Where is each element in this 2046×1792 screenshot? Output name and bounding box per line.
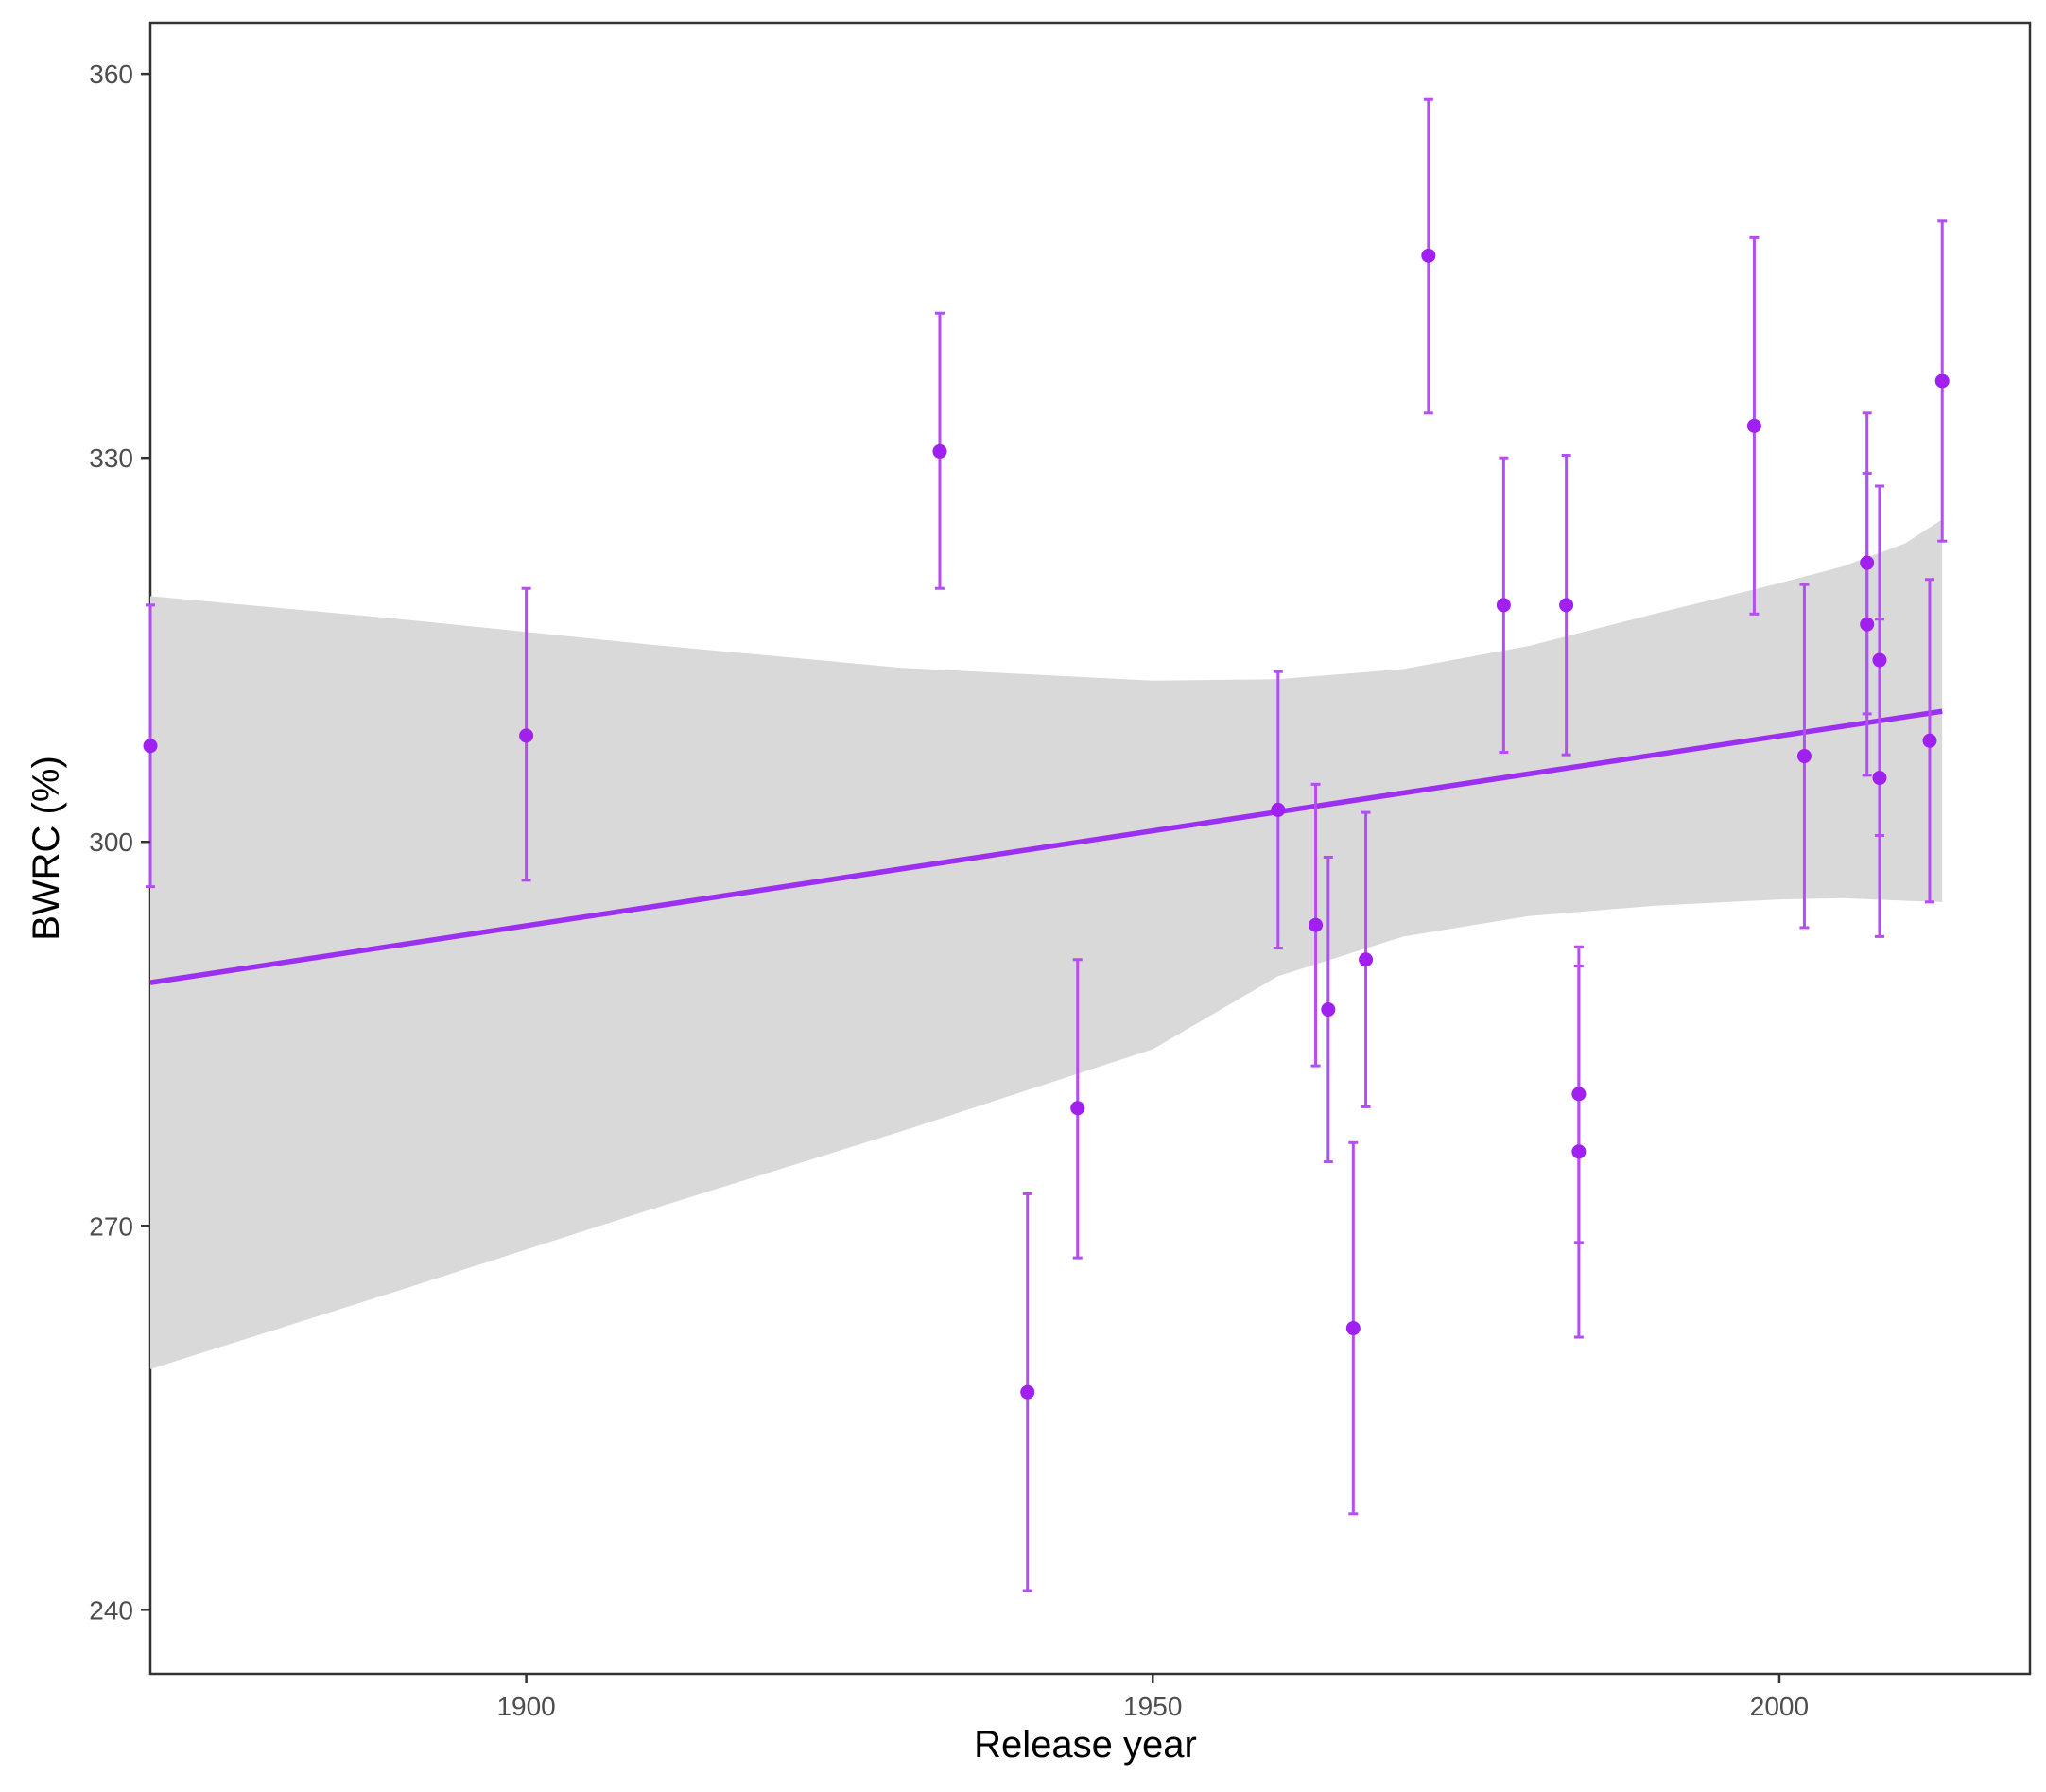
x-axis-title: Release year (974, 1724, 1197, 1766)
point-layer (143, 248, 1950, 1400)
y-tick-label: 240 (89, 1595, 133, 1625)
regression-line (149, 708, 1943, 985)
y-tick-label: 360 (89, 60, 133, 89)
y-tick-label: 300 (89, 827, 133, 857)
confidence-band-layer (150, 519, 1943, 1369)
x-axis: 1900 1950 2000 (496, 1674, 1809, 1721)
data-point-10 (1421, 248, 1436, 263)
data-point-6 (1309, 917, 1324, 932)
data-point-13 (1571, 1087, 1587, 1102)
y-tick-label: 330 (89, 444, 133, 473)
data-point-20 (1872, 771, 1887, 786)
data-point-14 (1571, 1144, 1587, 1159)
data-point-18 (1860, 617, 1875, 632)
fit-line-layer (149, 708, 1943, 985)
data-point-16 (1796, 749, 1812, 764)
data-point-3 (1020, 1384, 1035, 1400)
y-tick-label: 270 (89, 1211, 133, 1241)
x-tick-label: 2000 (1750, 1692, 1809, 1721)
y-axis: 240 270 300 330 360 (89, 60, 150, 1625)
data-point-22 (1934, 374, 1950, 389)
data-point-5 (1271, 802, 1286, 817)
data-point-17 (1860, 555, 1875, 570)
confidence-band (150, 519, 1943, 1369)
data-point-12 (1559, 598, 1574, 613)
x-tick-label: 1950 (1123, 1692, 1182, 1721)
data-point-9 (1359, 952, 1374, 967)
x-tick-label: 1900 (496, 1692, 555, 1721)
data-point-8 (1345, 1321, 1361, 1336)
data-point-19 (1872, 652, 1887, 668)
y-axis-title: BWRC (%) (26, 756, 67, 941)
data-point-21 (1922, 733, 1937, 748)
data-point-11 (1496, 598, 1511, 613)
data-point-4 (1070, 1101, 1085, 1116)
data-point-0 (143, 739, 158, 754)
data-point-2 (932, 444, 947, 459)
data-point-1 (519, 728, 534, 743)
data-point-15 (1746, 418, 1761, 433)
data-point-7 (1321, 1002, 1336, 1018)
